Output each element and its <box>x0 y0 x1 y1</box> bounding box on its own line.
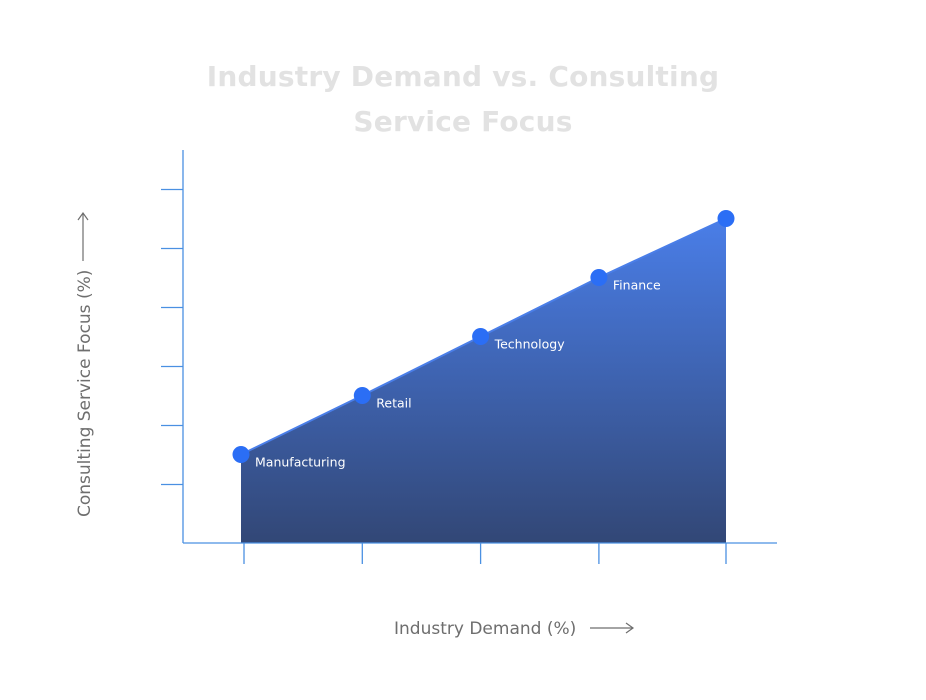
data-point-marker[interactable] <box>590 269 608 286</box>
data-point-label: Retail <box>376 396 411 411</box>
y-axis-arrowhead-icon <box>77 211 89 221</box>
data-point-marker[interactable] <box>472 328 490 345</box>
data-point-label: Finance <box>613 278 661 293</box>
data-point-marker[interactable] <box>717 210 735 227</box>
chart-title: Industry Demand vs. Consulting Service F… <box>206 60 720 138</box>
y-axis-label: Consulting Service Focus (%) <box>75 270 95 517</box>
data-point-label: Healthcare <box>740 219 808 234</box>
data-point-marker[interactable] <box>232 446 250 463</box>
area-fill <box>241 218 726 543</box>
data-point-label: Manufacturing <box>255 455 346 470</box>
data-point-marker[interactable] <box>353 387 371 404</box>
data-point-label: Technology <box>494 337 566 352</box>
x-axis-arrowhead-icon <box>625 622 635 634</box>
x-axis-label: Industry Demand (%) <box>394 619 576 639</box>
